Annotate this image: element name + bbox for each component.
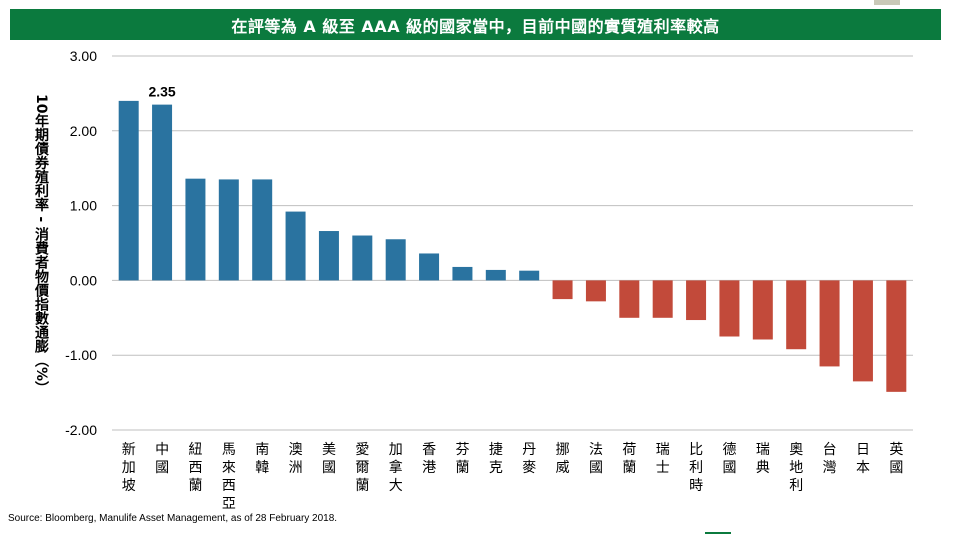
y-axis-label: 10年期債券殖利率 - 消費者物價指數通膨（%） — [33, 94, 49, 396]
bar — [452, 266, 473, 281]
bar — [419, 253, 440, 281]
x-tick-label: 加拿大 — [389, 442, 403, 494]
bar — [152, 104, 173, 281]
bar — [652, 280, 673, 318]
bar — [686, 280, 707, 321]
bar — [252, 179, 273, 281]
bar — [619, 280, 640, 318]
x-tick-label: 中國 — [155, 442, 169, 476]
y-tick-label: 2.00 — [70, 123, 97, 139]
bar — [185, 178, 206, 281]
bar — [318, 231, 339, 281]
x-tick-label: 南韓 — [255, 442, 269, 476]
gridlines — [112, 55, 913, 431]
data-label: 2.35 — [148, 84, 175, 100]
x-tick-label: 德國 — [722, 442, 736, 476]
bar — [719, 280, 740, 337]
y-tick-label: -1.00 — [65, 347, 97, 363]
x-tick-label: 新加坡 — [122, 442, 136, 494]
bar — [852, 280, 873, 382]
y-tick-label: 1.00 — [70, 198, 97, 214]
x-tick-label: 馬來西亞 — [222, 442, 236, 512]
x-tick-label: 挪威 — [556, 442, 570, 476]
x-tick-label: 台灣 — [823, 442, 837, 476]
bar — [485, 269, 506, 281]
source-note: Source: Bloomberg, Manulife Asset Manage… — [8, 513, 338, 524]
y-tick-label: -2.00 — [65, 422, 97, 438]
title-banner: 在評等為 A 級至 AAA 級的國家當中，目前中國的實質殖利率較高 — [10, 9, 941, 40]
bar — [285, 211, 306, 281]
x-tick-label: 紐西蘭 — [188, 442, 202, 494]
corner-accent — [874, 0, 900, 5]
x-tick-label: 澳洲 — [289, 442, 303, 476]
x-tick-label: 香港 — [422, 442, 436, 476]
x-tick-label: 法國 — [589, 442, 603, 476]
x-tick-label: 瑞士 — [656, 442, 670, 476]
bar — [819, 280, 840, 367]
bar — [585, 280, 606, 302]
x-tick-label: 愛爾蘭 — [355, 442, 369, 494]
bar — [218, 179, 239, 281]
bar — [752, 280, 773, 340]
x-tick-label: 日本 — [856, 442, 870, 476]
x-tick-label: 比利時 — [689, 442, 703, 494]
y-tick-label: 0.00 — [70, 272, 97, 288]
bar — [519, 270, 540, 281]
bar — [786, 280, 807, 350]
x-tick-label: 丹麥 — [522, 442, 536, 476]
bar — [118, 100, 139, 281]
bar — [552, 280, 573, 300]
annotations: 2.35 — [148, 84, 175, 100]
bars — [118, 100, 907, 392]
x-tick-label: 美國 — [322, 442, 336, 476]
y-axis-ticks: 3.00 2.00 1.00 0.00 -1.00 -2.00 — [65, 48, 97, 438]
logo-fragment — [705, 528, 815, 534]
x-tick-label: 瑞典 — [756, 442, 770, 476]
bar — [886, 280, 907, 392]
x-tick-label: 荷蘭 — [622, 442, 636, 476]
x-tick-label: 英國 — [889, 441, 903, 476]
x-tick-label: 捷克 — [489, 442, 503, 476]
chart-title: 在評等為 A 級至 AAA 級的國家當中，目前中國的實質殖利率較高 — [231, 16, 720, 36]
y-tick-label: 3.00 — [70, 48, 97, 64]
bar — [385, 239, 406, 281]
x-tick-label: 芬蘭 — [455, 442, 469, 476]
y-axis-label-container: 10年期債券殖利率 - 消費者物價指數通膨（%） — [30, 82, 52, 408]
x-tick-label: 奧地利 — [789, 442, 803, 494]
bar — [352, 235, 373, 281]
